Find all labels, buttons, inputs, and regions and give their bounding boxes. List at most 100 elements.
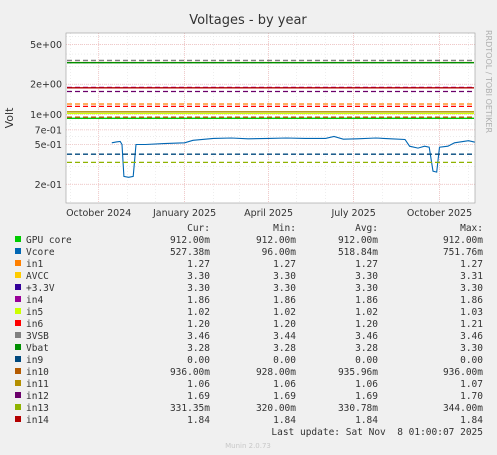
legend-name: in9 [26, 355, 43, 366]
legend-max: 344.00m [443, 403, 483, 414]
legend-cur: 3.30 [187, 283, 210, 294]
legend-min: 1.27 [273, 259, 296, 270]
legend-avg: 3.46 [355, 331, 378, 342]
legend-swatch [15, 416, 21, 422]
legend-name: Vbat [26, 343, 49, 354]
legend-row-vbat: Vbat 3.28 3.28 3.28 3.30 [15, 343, 483, 354]
legend-min: 3.44 [273, 331, 296, 342]
legend-name: GPU core [26, 235, 72, 246]
legend-swatch [15, 332, 21, 338]
legend-avg: 912.00m [338, 235, 378, 246]
legend-avg: 1.27 [355, 259, 378, 270]
legend-swatch [15, 380, 21, 386]
y-tick-label: 5e-01 [35, 140, 62, 151]
legend-max: 1.70 [460, 391, 483, 402]
legend-max: 1.03 [460, 307, 483, 318]
x-tick-label: January 2025 [152, 208, 216, 219]
legend-cur: 3.28 [187, 343, 210, 354]
legend-name: in13 [26, 403, 49, 414]
y-tick-label: 2e+00 [30, 80, 62, 91]
legend-cur: 1.86 [187, 295, 210, 306]
legend-max: 912.00m [443, 235, 483, 246]
legend-cur: 0.00 [187, 355, 210, 366]
legend-swatch [15, 320, 21, 326]
legend-row-in13: in13 331.35m 320.00m 330.78m 344.00m [15, 403, 483, 414]
legend-row-in11: in11 1.06 1.06 1.06 1.07 [15, 379, 483, 390]
legend-cur: 1.02 [187, 307, 210, 318]
legend-name: in12 [26, 391, 49, 402]
legend-name: in1 [26, 259, 43, 270]
legend-row-in4: in4 1.86 1.86 1.86 1.86 [15, 295, 483, 306]
legend-row-in6: in6 1.20 1.20 1.20 1.21 [15, 319, 483, 330]
legend-row-in14: in14 1.84 1.84 1.84 1.84 [15, 415, 483, 426]
legend-header-min: Min: [273, 223, 296, 234]
legend-max: 3.46 [460, 331, 483, 342]
legend-max: 1.21 [460, 319, 483, 330]
legend-header-max: Max: [460, 223, 483, 234]
legend-avg: 1.69 [355, 391, 378, 402]
legend-min: 0.00 [273, 355, 296, 366]
y-tick-label: 5e+00 [30, 40, 62, 51]
legend-min: 1.06 [273, 379, 296, 390]
legend-swatch [15, 344, 21, 350]
legend-cur: 1.27 [187, 259, 210, 270]
legend-swatch [15, 308, 21, 314]
legend-swatch [15, 392, 21, 398]
legend-avg: 0.00 [355, 355, 378, 366]
legend-avg: 1.20 [355, 319, 378, 330]
legend-min: 912.00m [256, 235, 296, 246]
legend-row-in9: in9 0.00 0.00 0.00 0.00 [15, 355, 483, 366]
legend-name: in11 [26, 379, 49, 390]
plot-frame [65, 32, 476, 204]
legend-name: 3VSB [26, 331, 49, 342]
x-tick-label: April 2025 [244, 208, 293, 219]
series-line-vcore [111, 135, 476, 178]
legend-row-gpu-core: GPU core 912.00m 912.00m 912.00m 912.00m [15, 235, 483, 246]
y-tick-label: 7e-01 [35, 125, 62, 136]
legend-max: 1.86 [460, 295, 483, 306]
legend-header-avg: Avg: [355, 223, 378, 234]
legend-swatch [15, 356, 21, 362]
series-lines [67, 59, 476, 178]
legend-avg: 330.78m [338, 403, 378, 414]
legend-row-in1: in1 1.27 1.27 1.27 1.27 [15, 259, 483, 270]
legend-name: in10 [26, 367, 49, 378]
legend-cur: 1.06 [187, 379, 210, 390]
legend-avg: 3.28 [355, 343, 378, 354]
legend-name: Vcore [26, 247, 55, 258]
legend-min: 96.00m [262, 247, 297, 258]
legend-min: 1.02 [273, 307, 296, 318]
legend-avg: 518.84m [338, 247, 378, 258]
legend-name: in6 [26, 319, 43, 330]
legend-swatch [15, 236, 21, 242]
x-tick-label: October 2025 [407, 208, 472, 219]
legend-min: 3.30 [273, 271, 296, 282]
munin-version: Munin 2.0.73 [225, 442, 271, 450]
legend-name: AVCC [26, 271, 49, 282]
axes: 5e+00 2e+00 1e+00 7e-01 5e-01 2e-01 October 20… [30, 32, 476, 219]
x-tick-label: October 2024 [66, 208, 131, 219]
legend-header-cur: Cur: [187, 223, 210, 234]
legend-cur: 936.00m [170, 367, 210, 378]
legend: Cur: Min: Avg: Max: GPU core 912.00m 912.0… [15, 223, 483, 426]
legend-name: in14 [26, 415, 49, 426]
legend-cur: 912.00m [170, 235, 210, 246]
legend-row-in12: in12 1.69 1.69 1.69 1.70 [15, 391, 483, 402]
legend-row-avcc: AVCC 3.30 3.30 3.30 3.31 [15, 271, 483, 282]
last-update: Last update: Sat Nov 8 01:00:07 2025 [271, 427, 483, 438]
legend-max: 3.30 [460, 283, 483, 294]
legend-max: 751.76m [443, 247, 483, 258]
legend-min: 3.28 [273, 343, 296, 354]
legend-name: in5 [26, 307, 43, 318]
legend-max: 3.30 [460, 343, 483, 354]
legend-cur: 331.35m [170, 403, 210, 414]
legend-name: in4 [26, 295, 43, 306]
legend-swatch [15, 296, 21, 302]
legend-row-in10: in10 936.00m 928.00m 935.96m 936.00m [15, 367, 483, 378]
legend-avg: 3.30 [355, 271, 378, 282]
legend-max: 3.31 [460, 271, 483, 282]
legend-swatch [15, 404, 21, 410]
legend-max: 1.07 [460, 379, 483, 390]
legend-min: 1.69 [273, 391, 296, 402]
